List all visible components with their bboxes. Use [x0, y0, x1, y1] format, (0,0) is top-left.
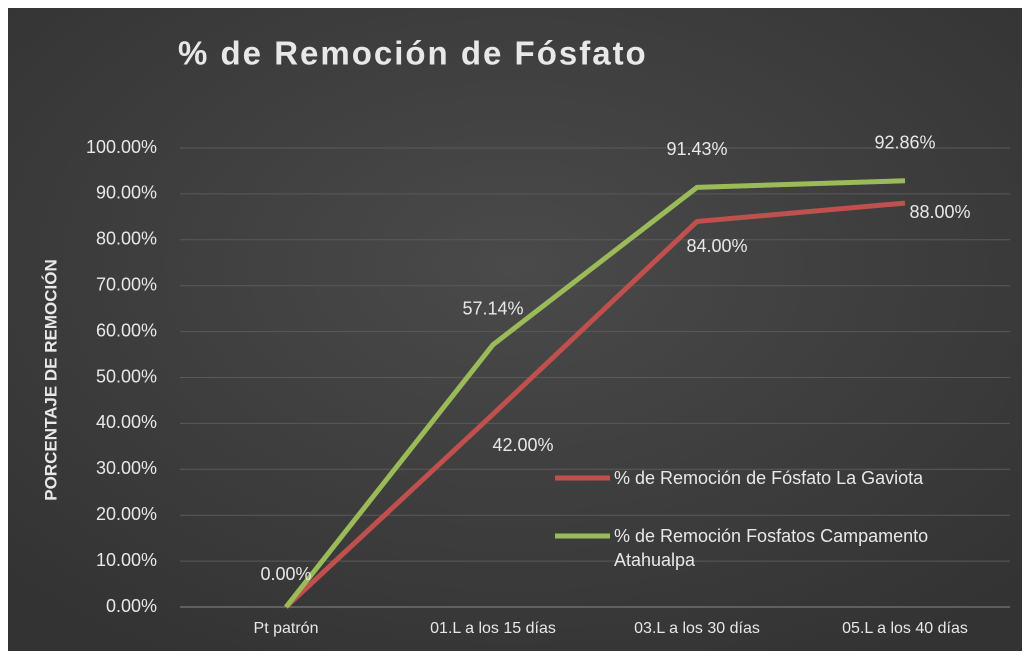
- y-tick-label: 30.00%: [96, 458, 157, 478]
- chart-title: % de Remoción de Fósfato: [178, 35, 648, 72]
- data-label: 42.00%: [492, 435, 553, 455]
- series-line: [284, 178, 906, 609]
- y-tick-label: 70.00%: [96, 274, 157, 294]
- y-tick-label: 0.00%: [106, 596, 157, 616]
- series-line: [284, 200, 906, 609]
- legend-label: % de Remoción Fosfatos Campamento Atahua…: [614, 526, 929, 570]
- data-label: 57.14%: [462, 298, 523, 318]
- data-label: 92.86%: [874, 133, 935, 153]
- x-tick-label: 01.L a los 15 días: [430, 620, 556, 637]
- legend-entry: % de Remoción de Fósfato La Gaviota: [614, 468, 924, 488]
- x-tick-label: 05.L a los 40 días: [842, 620, 968, 637]
- data-label: 91.43%: [666, 139, 727, 159]
- data-label: 88.00%: [909, 202, 970, 222]
- y-tick-label: 10.00%: [96, 550, 157, 570]
- x-tick-label: Pt patrón: [254, 620, 319, 637]
- data-label: 84.00%: [686, 236, 747, 256]
- y-axis-label: PORCENTAJE DE REMOCIÓN: [41, 259, 60, 501]
- y-tick-label: 20.00%: [96, 504, 157, 524]
- legend-label: % de Remoción de Fósfato La Gaviota: [614, 468, 924, 488]
- y-tick-label: 90.00%: [96, 183, 157, 203]
- y-tick-label: 50.00%: [96, 366, 157, 386]
- x-tick-label: 03.L a los 30 días: [634, 620, 760, 637]
- legend-entry: % de Remoción Fosfatos Campamento Atahua…: [614, 526, 929, 570]
- y-tick-label: 100.00%: [86, 137, 157, 157]
- y-tick-label: 40.00%: [96, 412, 157, 432]
- y-tick-label: 80.00%: [96, 229, 157, 249]
- y-tick-label: 60.00%: [96, 320, 157, 340]
- data-label: 0.00%: [260, 564, 311, 584]
